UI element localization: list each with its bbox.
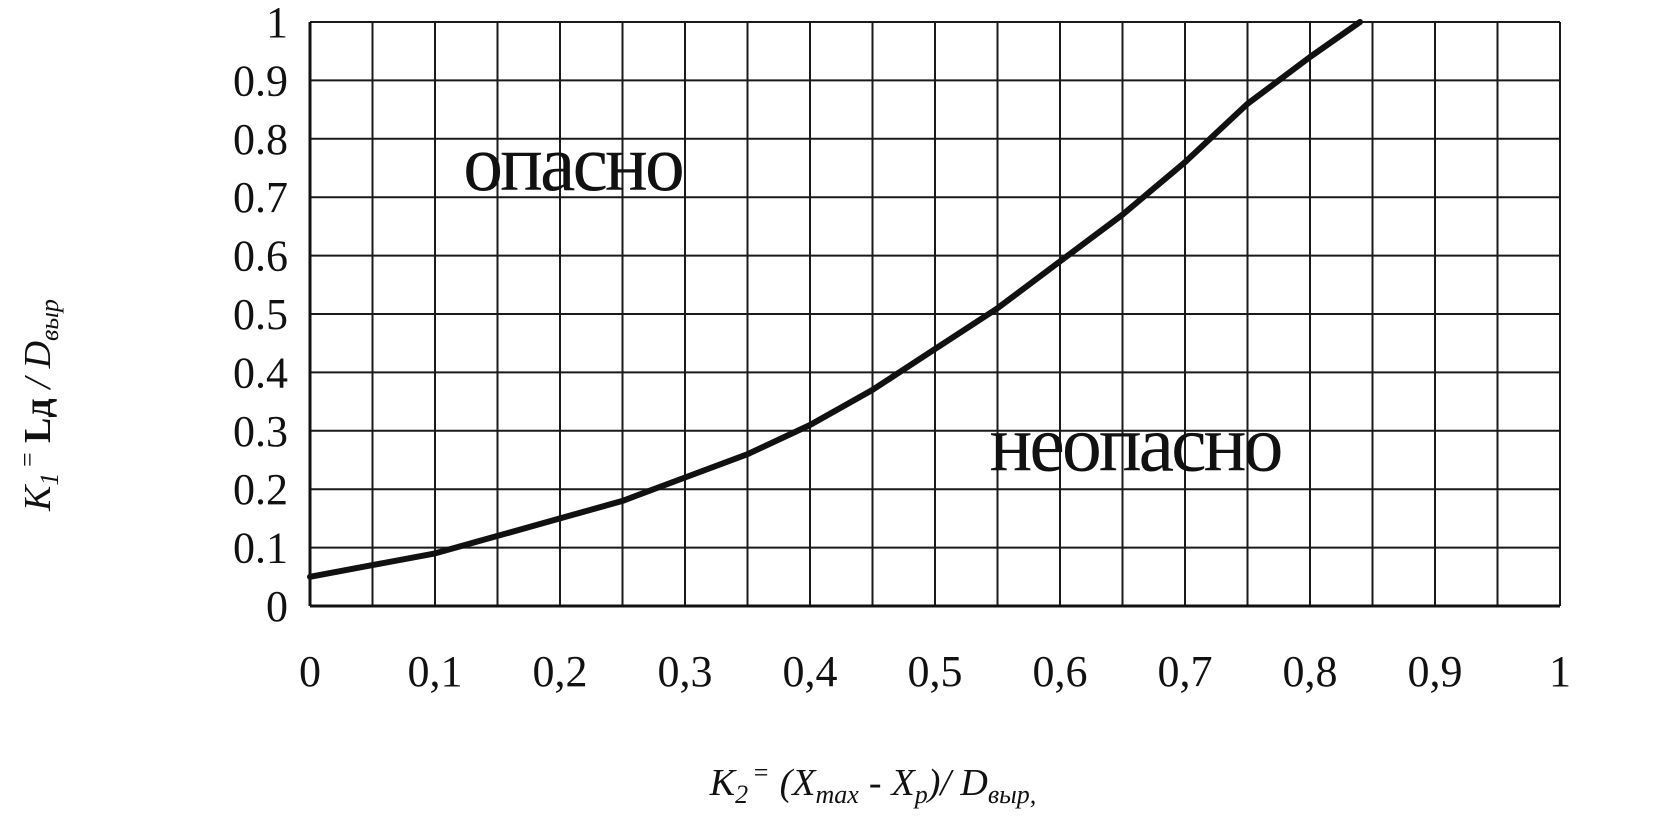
x-tick-label: 0,3 <box>658 647 713 696</box>
y-tick-label: 0.6 <box>233 232 288 281</box>
boundary-curve <box>307 19 1363 580</box>
axes <box>308 22 1560 608</box>
x-tick-label: 0,9 <box>1408 647 1463 696</box>
y-tick-label: 0.3 <box>233 407 288 456</box>
x-tick-label: 0,7 <box>1158 647 1213 696</box>
x-tick-label: 0 <box>299 647 321 696</box>
y-tick-label: 0.7 <box>233 173 288 222</box>
y-tick-label: 0.2 <box>233 465 288 514</box>
y-tick-label: 0 <box>266 582 288 631</box>
y-tick-label: 0.9 <box>233 56 288 105</box>
y-tick-label: 0.1 <box>233 524 288 573</box>
x-tick-labels: 0 0,1 0,2 0,3 0,4 0,5 0,6 0,7 0,8 0,9 1 <box>299 647 1571 696</box>
y-tick-label: 1 <box>266 0 288 47</box>
y-axis-label: K1=Lд/ Dвыр <box>13 299 64 512</box>
y-tick-label: 0.4 <box>233 348 288 397</box>
x-tick-label: 0,4 <box>783 647 838 696</box>
y-tick-labels: 0 0.1 0.2 0.3 0.4 0.5 0.6 0.7 0.8 0.9 1 <box>233 0 288 631</box>
x-tick-label: 0,5 <box>908 647 963 696</box>
x-axis-label: K2= (Xmax - Xp)/ Dвыр, <box>709 758 1037 809</box>
grid-lines <box>309 21 1561 607</box>
x-tick-label: 0,6 <box>1033 647 1088 696</box>
region-label-safe: неопасно <box>990 400 1281 488</box>
region-label-dangerous: опасно <box>463 120 682 208</box>
y-tick-label: 0.8 <box>233 115 288 164</box>
x-tick-label: 1 <box>1549 647 1571 696</box>
region-labels: опасно неопасно <box>463 120 1283 488</box>
x-tick-label: 0,8 <box>1283 647 1338 696</box>
x-tick-label: 0,2 <box>533 647 588 696</box>
y-tick-label: 0.5 <box>233 290 288 339</box>
x-tick-label: 0,1 <box>408 647 463 696</box>
